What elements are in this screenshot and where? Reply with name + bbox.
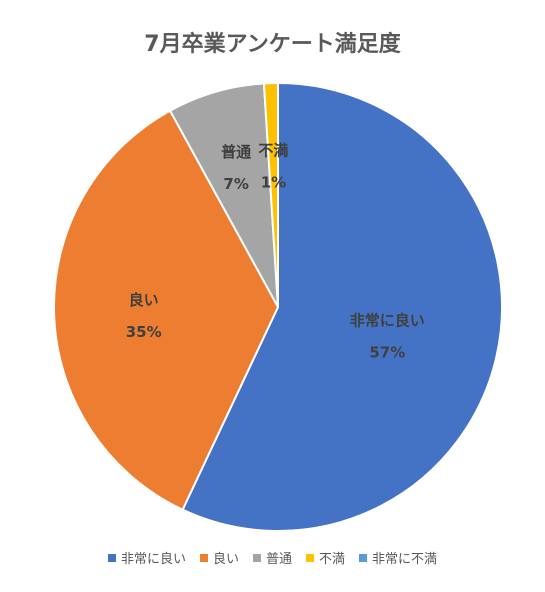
legend-item-1: 非常に良い — [107, 548, 186, 567]
legend-swatch-5 — [359, 553, 368, 562]
slice-percent-label-4: 1% — [261, 173, 286, 191]
legend-swatch-2 — [199, 553, 208, 562]
slice-percent-label-2: 35% — [126, 323, 162, 341]
legend-label-5: 非常に不満 — [372, 552, 438, 567]
legend-swatch-1 — [107, 553, 116, 562]
slice-category-label-4: 不満 — [258, 141, 288, 159]
legend-label-4: 不満 — [319, 552, 346, 567]
pie-slice-2 — [53, 109, 280, 512]
legend-item-2: 良い — [199, 548, 239, 567]
slice-category-label-1: 非常に良い — [350, 311, 425, 329]
legend-item-3: 普通 — [252, 548, 292, 567]
legend-label-2: 良い — [212, 552, 239, 567]
slice-category-label-3: 普通 — [221, 143, 251, 161]
chart-title: 7月卒業アンケート満足度 — [144, 32, 401, 57]
legend-swatch-4 — [306, 553, 314, 562]
chart-legend: 非常に良い 良い 普通 不満 非常に不満 — [0, 548, 545, 567]
slice-category-label-2: 良い — [129, 291, 159, 309]
legend-swatch-3 — [252, 553, 261, 562]
slice-percent-label-1: 57% — [369, 343, 405, 361]
legend-label-1: 非常に良い — [120, 552, 186, 567]
legend-item-5: 非常に不満 — [359, 548, 437, 567]
pie-slice-4 — [262, 81, 279, 308]
legend-label-3: 普通 — [265, 552, 292, 567]
legend-item-4: 不満 — [306, 548, 345, 567]
slice-percent-label-3: 7% — [223, 175, 248, 193]
pie-slice-1 — [181, 81, 503, 532]
